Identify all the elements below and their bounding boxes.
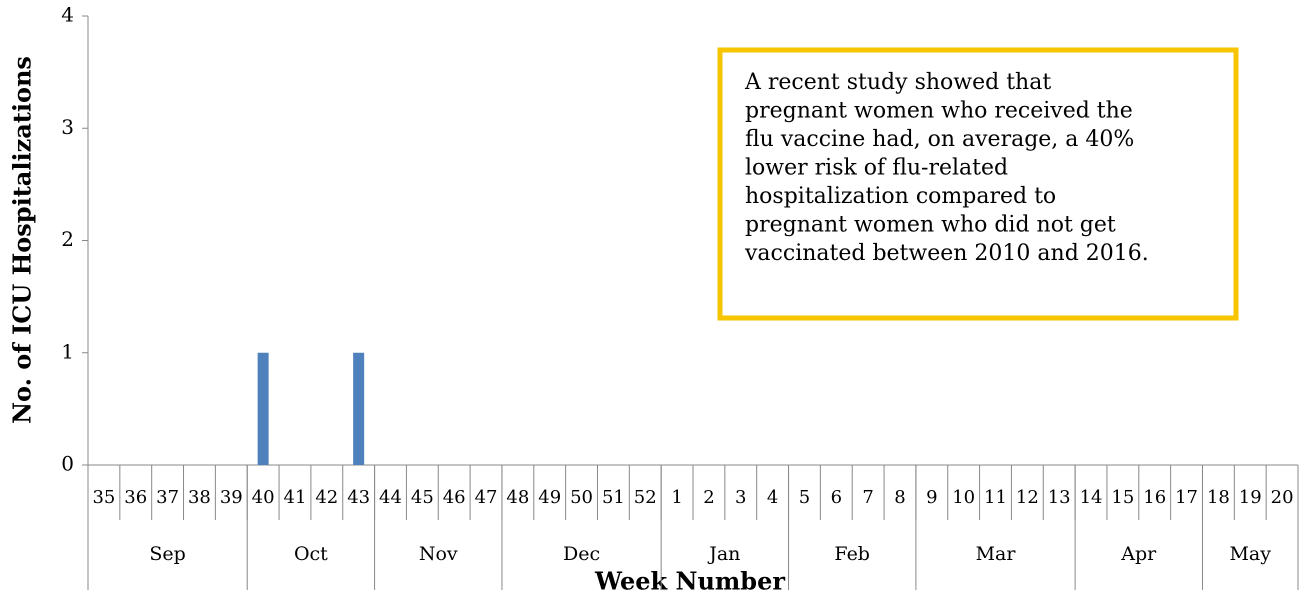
- x-tick-label: 12: [1016, 487, 1039, 508]
- x-tick-label: 37: [156, 487, 179, 508]
- x-tick-label: 52: [634, 487, 657, 508]
- x-tick-label: 48: [506, 487, 529, 508]
- annotation-text: lower risk of flu-related: [745, 156, 1008, 181]
- x-tick-label: 1: [671, 487, 682, 508]
- month-label: Dec: [563, 543, 600, 565]
- annotation-text: vaccinated between 2010 and 2016.: [744, 241, 1149, 266]
- annotation-box: [717, 47, 1239, 321]
- month-label: Apr: [1120, 543, 1157, 565]
- month-label: Mar: [976, 543, 1017, 565]
- annotation-text: hospitalization compared to: [745, 184, 1056, 209]
- x-tick-label: 19: [1239, 487, 1262, 508]
- annotation-text: flu vaccine had, on average, a 40%: [745, 127, 1134, 152]
- x-tick-label: 4: [767, 487, 778, 508]
- month-label: Jan: [707, 543, 740, 565]
- x-tick-label: 51: [602, 487, 625, 508]
- x-tick-label: 50: [570, 487, 593, 508]
- x-tick-label: 20: [1271, 487, 1294, 508]
- x-tick-label: 8: [894, 487, 905, 508]
- x-tick-label: 9: [926, 487, 937, 508]
- x-tick-label: 2: [703, 487, 714, 508]
- x-tick-label: 11: [984, 487, 1007, 508]
- y-tick-label: 0: [61, 452, 74, 476]
- x-tick-label: 44: [379, 487, 402, 508]
- x-tick-label: 13: [1048, 487, 1071, 508]
- x-tick-label: 38: [188, 487, 211, 508]
- month-label: Nov: [419, 543, 458, 565]
- x-axis-title: Week Number: [594, 567, 785, 596]
- annotation-text: pregnant women who did not get: [745, 213, 1116, 238]
- x-tick-label: 49: [538, 487, 561, 508]
- x-tick-label: 45: [411, 487, 434, 508]
- x-tick-label: 35: [92, 487, 115, 508]
- y-tick-label: 3: [61, 115, 74, 139]
- month-label: Oct: [294, 543, 328, 565]
- y-tick-label: 4: [61, 3, 74, 27]
- bar: [257, 352, 269, 465]
- y-axis-title: No. of ICU Hospitalizations: [8, 56, 37, 424]
- x-tick-label: 16: [1143, 487, 1166, 508]
- x-tick-label: 43: [347, 487, 370, 508]
- month-label: Feb: [834, 543, 870, 565]
- x-tick-label: 14: [1080, 487, 1103, 508]
- annotation-text: A recent study showed that: [744, 70, 1051, 95]
- x-tick-label: 5: [799, 487, 810, 508]
- x-tick-label: 15: [1111, 487, 1134, 508]
- x-tick-label: 6: [831, 487, 842, 508]
- x-tick-label: 47: [475, 487, 498, 508]
- x-tick-label: 46: [443, 487, 466, 508]
- x-tick-label: 36: [124, 487, 147, 508]
- x-tick-label: 40: [252, 487, 275, 508]
- x-tick-label: 3: [735, 487, 746, 508]
- y-tick-label: 2: [61, 227, 74, 251]
- month-label: May: [1229, 543, 1271, 565]
- bar: [353, 352, 365, 465]
- x-tick-label: 42: [315, 487, 338, 508]
- x-tick-label: 7: [862, 487, 873, 508]
- x-tick-label: 41: [284, 487, 307, 508]
- x-tick-label: 39: [220, 487, 243, 508]
- annotation-text: pregnant women who received the: [745, 99, 1133, 124]
- x-tick-label: 17: [1175, 487, 1198, 508]
- x-tick-label: 18: [1207, 487, 1230, 508]
- x-tick-label: 10: [952, 487, 975, 508]
- month-label: Sep: [149, 543, 185, 565]
- y-tick-label: 1: [61, 339, 74, 363]
